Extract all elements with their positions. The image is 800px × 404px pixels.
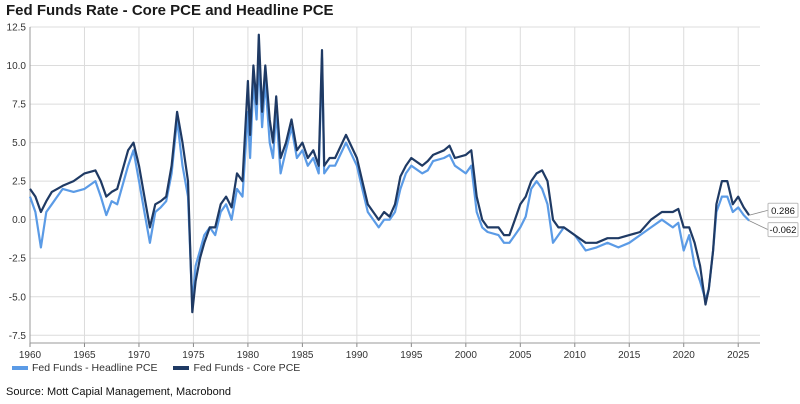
y-tick-label: -7.5 bbox=[9, 331, 27, 342]
legend-label-core: Fed Funds - Core PCE bbox=[193, 362, 301, 374]
end-label-value: -0.062 bbox=[770, 225, 797, 236]
series-line-headline bbox=[28, 56, 750, 306]
x-tick-label: 1960 bbox=[19, 350, 42, 361]
axes: 12.5 10.0 7.5 5.0 2.5 0.0 -2.5 -5.0 -7.5 1960 1965… bbox=[7, 23, 760, 361]
x-tick-label: 2015 bbox=[618, 350, 641, 361]
source-note: Source: Mott Capial Management, Macrobon… bbox=[6, 386, 232, 398]
y-tick-label: 5.0 bbox=[12, 138, 26, 149]
end-label-box bbox=[767, 222, 799, 238]
x-tick-label: 1990 bbox=[346, 350, 369, 361]
series-line-core bbox=[29, 33, 751, 314]
x-tick-label: 2005 bbox=[509, 350, 532, 361]
x-tick-label: 1965 bbox=[73, 350, 96, 361]
y-tick-label: 2.5 bbox=[12, 177, 26, 188]
y-tick-label: -2.5 bbox=[9, 254, 27, 265]
x-tick-label: 1980 bbox=[237, 350, 260, 361]
series-lines bbox=[28, 33, 751, 314]
legend-swatch-core bbox=[173, 366, 190, 370]
legend-swatch-headline bbox=[12, 366, 28, 370]
x-tick-label: 1975 bbox=[182, 350, 205, 361]
end-label-connector bbox=[749, 209, 769, 216]
x-tick-label: 1970 bbox=[128, 350, 151, 361]
x-tick-label: 2010 bbox=[564, 350, 587, 361]
legend: Fed Funds - Headline PCE Fed Funds - Cor… bbox=[12, 362, 300, 374]
y-tick-label: 0.0 bbox=[12, 215, 26, 226]
legend-item-core: Fed Funds - Core PCE bbox=[173, 362, 300, 374]
legend-label-headline: Fed Funds - Headline PCE bbox=[32, 362, 158, 374]
end-label-value: 0.286 bbox=[771, 206, 795, 217]
x-tick-label: 2025 bbox=[727, 350, 750, 361]
x-tick-label: 1985 bbox=[291, 350, 314, 361]
end-label-connector bbox=[748, 220, 769, 230]
y-tick-label: 7.5 bbox=[12, 100, 26, 111]
end-labels: 0.286 -0.062 bbox=[748, 202, 799, 238]
chart-title: Fed Funds Rate - Core PCE and Headline P… bbox=[6, 2, 334, 19]
y-tick-label: 12.5 bbox=[7, 23, 27, 34]
x-tick-label: 2000 bbox=[455, 350, 478, 361]
legend-item-headline: Fed Funds - Headline PCE bbox=[12, 362, 157, 374]
y-tick-label: 10.0 bbox=[7, 61, 27, 72]
x-tick-label: 1995 bbox=[400, 350, 423, 361]
end-label-box bbox=[767, 202, 799, 218]
x-tick-label: 2020 bbox=[673, 350, 696, 361]
y-tick-label: -5.0 bbox=[9, 292, 27, 303]
